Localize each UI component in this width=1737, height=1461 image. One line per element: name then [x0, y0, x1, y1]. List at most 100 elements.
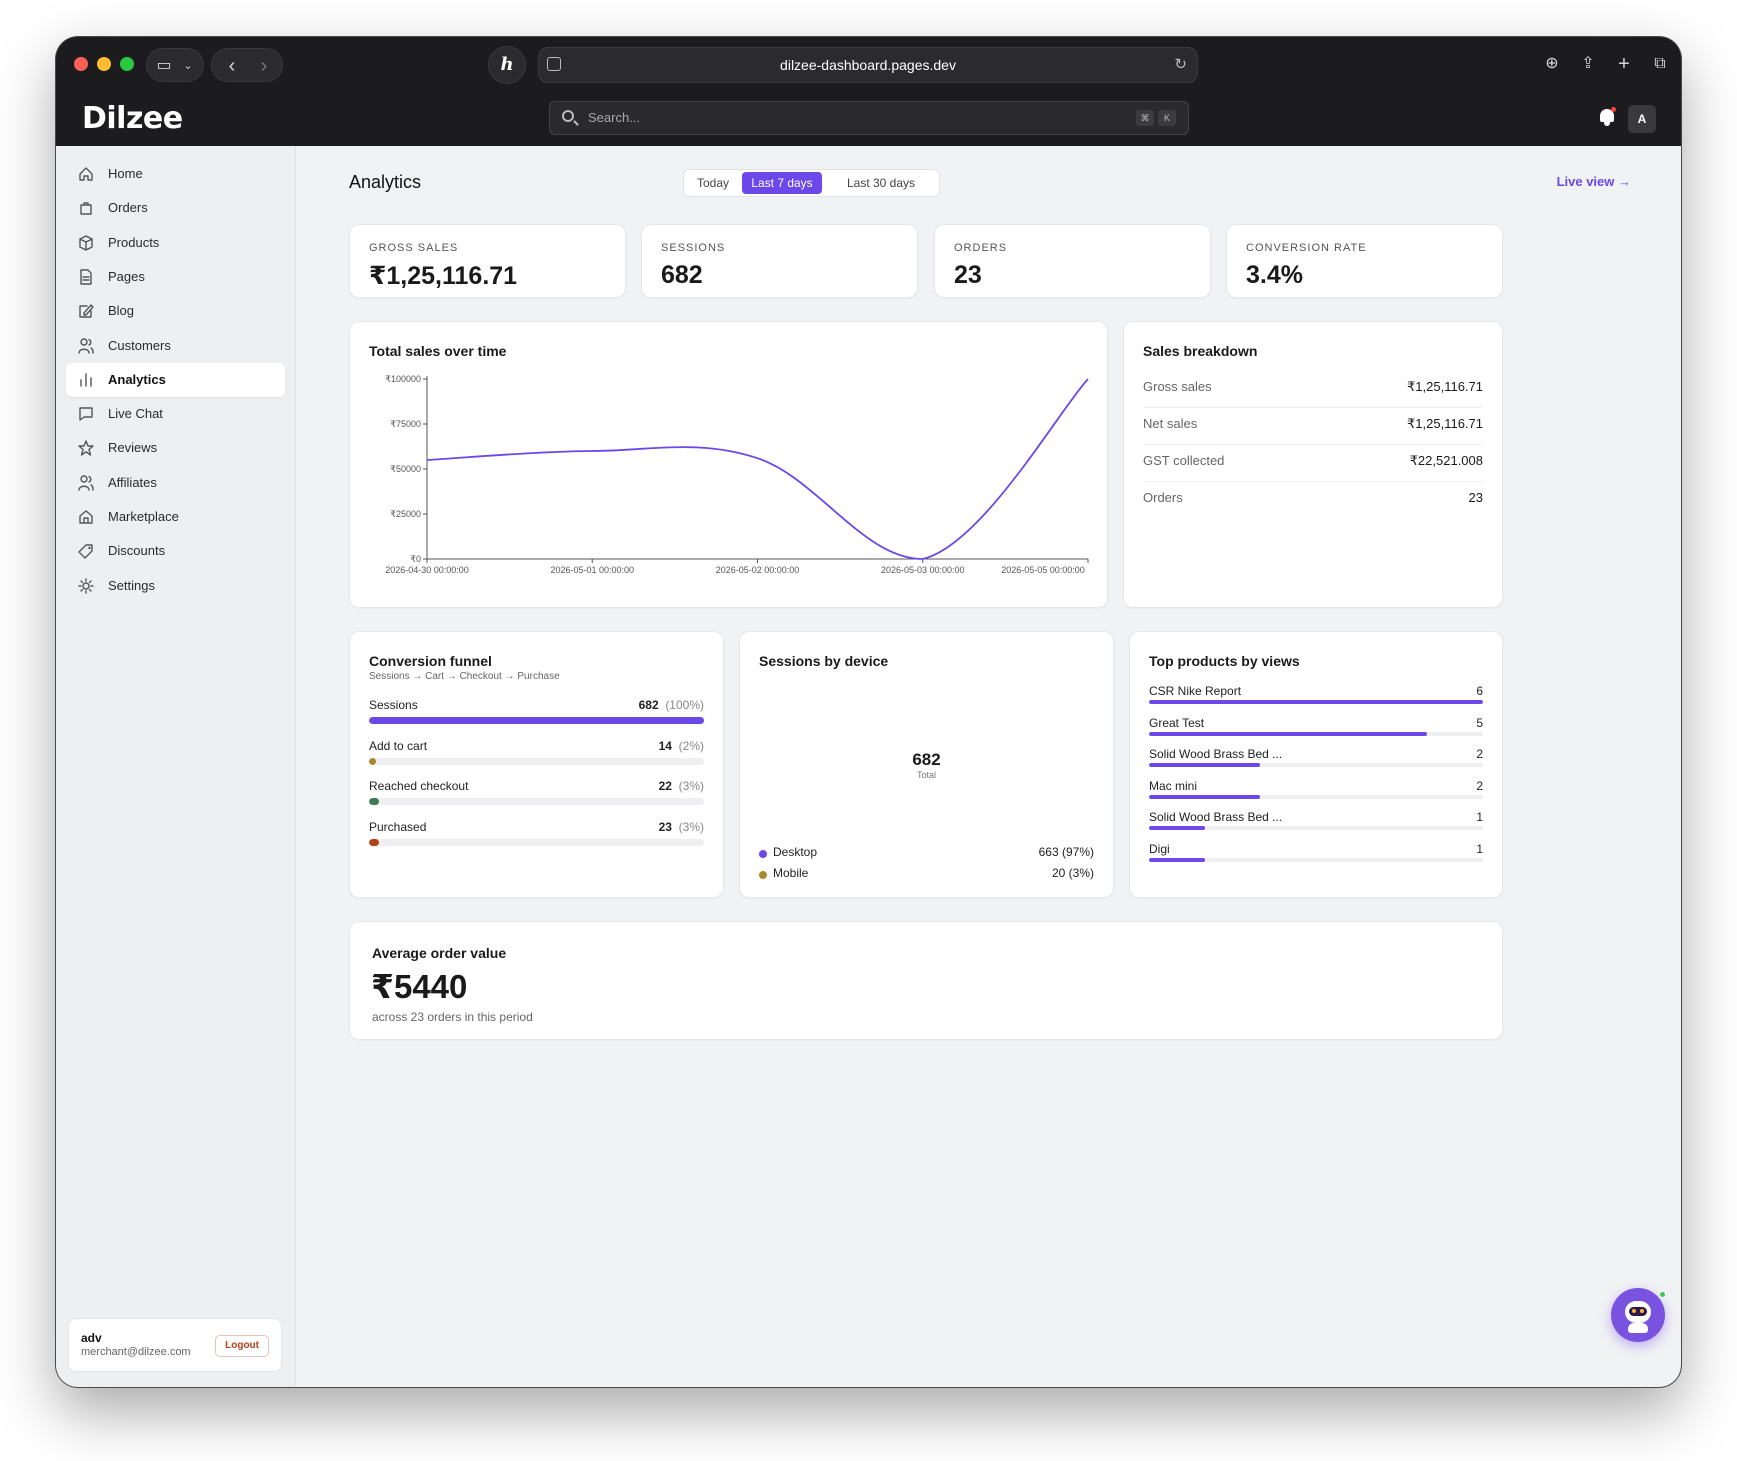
range-last-30-days-button[interactable]: Last 30 days: [846, 176, 916, 190]
funnel-step-percent: (3%): [678, 820, 704, 835]
share-icon[interactable]: ⇪: [1581, 55, 1595, 72]
box-icon: [79, 234, 93, 251]
product-name: Great Test: [1149, 715, 1205, 730]
sidebar-item-customers[interactable]: Customers: [66, 329, 285, 363]
download-icon[interactable]: ⊕: [1545, 55, 1559, 72]
device-value: 20 (3%): [1051, 866, 1094, 880]
product-views: 2: [1476, 778, 1483, 793]
reload-icon[interactable]: ↻: [1174, 56, 1187, 73]
product-row[interactable]: Great Test 5: [1149, 716, 1483, 746]
sessions-by-device-card: Sessions by device 682 Total Desktop 663 …: [739, 631, 1114, 898]
product-name: Solid Wood Brass Bed ...: [1149, 810, 1283, 825]
funnel-step-label: Add to cart: [369, 738, 428, 753]
sidebar-item-affiliates[interactable]: Affiliates: [66, 466, 285, 500]
breakdown-row: GST collected ₹22,521.008: [1143, 441, 1483, 482]
y-tick-label: ₹100000: [385, 374, 421, 384]
kpi-value: 23: [954, 261, 982, 289]
funnel-progress-fill: [369, 757, 376, 765]
sidebar-item-discounts[interactable]: Discounts: [66, 534, 285, 568]
live-view-link[interactable]: Live view →: [1556, 174, 1631, 189]
close-window-button[interactable]: [74, 57, 88, 71]
product-views: 2: [1476, 747, 1483, 762]
product-row[interactable]: Mac mini 2: [1149, 779, 1483, 809]
legend-dot: [759, 850, 767, 858]
forward-icon[interactable]: ›: [260, 55, 268, 77]
top-products-title: Top products by views: [1149, 653, 1300, 669]
sidebar-toggle-button[interactable]: ▭ ⌄: [146, 48, 204, 82]
kpi-label: ORDERS: [954, 242, 1008, 254]
kpi-card-orders: ORDERS 23: [934, 224, 1211, 298]
store-icon: [79, 510, 93, 524]
product-views: 5: [1476, 715, 1483, 730]
bell-icon[interactable]: [1599, 107, 1616, 127]
aov-value: ₹5440: [371, 968, 468, 1005]
product-bar-track: [1149, 858, 1483, 862]
page-settings-icon[interactable]: [547, 57, 561, 71]
kpi-value: 682: [661, 261, 703, 289]
range-today-button[interactable]: Today: [696, 176, 730, 190]
minimize-window-button[interactable]: [97, 57, 111, 71]
users-icon: [78, 337, 94, 354]
sidebar-item-products[interactable]: Products: [66, 226, 285, 260]
breakdown-label: GST collected: [1143, 453, 1225, 468]
breakdown-label: Orders: [1143, 490, 1183, 505]
sidebar-item-analytics[interactable]: Analytics: [66, 362, 285, 397]
device-row: Mobile 20 (3%): [759, 866, 1094, 886]
logo[interactable]: Dilzee: [82, 101, 183, 136]
product-bar-track: [1149, 763, 1483, 768]
main-content: Analytics Today Last 7 days Last 30 days…: [296, 146, 1681, 1387]
search-icon: [562, 110, 574, 122]
average-order-value-card: Average order value ₹5440 across 23 orde…: [349, 921, 1503, 1040]
product-bar-track: [1149, 700, 1483, 704]
funnel-progress-fill: [369, 717, 704, 724]
product-row[interactable]: Solid Wood Brass Bed ... 1: [1149, 810, 1483, 840]
chevron-down-icon: ⌄: [183, 60, 193, 72]
shortcut-key-k: K: [1158, 110, 1176, 126]
sidebar-item-pages[interactable]: Pages: [66, 260, 285, 294]
devices-total-label: Total: [916, 770, 936, 780]
search-input[interactable]: Search... ⌘ K: [549, 101, 1189, 135]
product-row[interactable]: Digi 1: [1149, 842, 1483, 872]
sidebar-item-blog[interactable]: Blog: [66, 294, 285, 328]
product-row[interactable]: Solid Wood Brass Bed ... 2: [1149, 747, 1483, 777]
online-status-dot: [1659, 1291, 1666, 1298]
funnel-step-value: 682 (100%): [639, 698, 704, 712]
zoom-window-button[interactable]: [120, 57, 134, 71]
sidebar-item-live-chat[interactable]: Live Chat: [66, 397, 285, 431]
chat-assistant-button[interactable]: [1611, 1288, 1666, 1342]
funnel-step: Add to cart 14 (2%): [369, 739, 704, 779]
product-views: 6: [1476, 684, 1483, 698]
funnel-step: Purchased 23 (3%): [369, 820, 704, 860]
extension-icon[interactable]: h: [488, 46, 526, 84]
user-card: adv merchant@dilzee.com Logout: [68, 1318, 282, 1372]
funnel-progress-fill: [369, 839, 380, 847]
tabs-overview-icon[interactable]: ⧉: [1654, 55, 1666, 72]
url-text: dilzee-dashboard.pages.dev: [780, 57, 956, 73]
logout-button[interactable]: Logout: [215, 1335, 269, 1357]
product-row[interactable]: CSR Nike Report 6: [1149, 684, 1483, 714]
total-sales-chart-card: Total sales over time ₹100000 ₹75000 ₹5000…: [349, 321, 1108, 608]
breakdown-row: Net sales ₹1,25,116.71: [1143, 404, 1483, 445]
range-last-7-days-button[interactable]: Last 7 days: [742, 172, 822, 194]
home-icon: [79, 167, 93, 181]
sidebar-item-settings[interactable]: Settings: [66, 569, 285, 603]
sidebar-item-home[interactable]: Home: [66, 157, 285, 191]
sidebar-item-marketplace[interactable]: Marketplace: [66, 500, 285, 534]
x-tick-label: 2026-05-05 00:00:00: [1001, 565, 1085, 575]
back-icon[interactable]: ‹: [228, 55, 236, 77]
sidebar-item-label: Discounts: [108, 543, 166, 559]
funnel-progress-fill: [369, 798, 380, 806]
device-row: Desktop 663 (97%): [759, 845, 1094, 865]
sidebar-item-orders[interactable]: Orders: [66, 191, 285, 225]
y-tick-label: ₹0: [410, 554, 421, 564]
device-label: Desktop: [773, 845, 818, 859]
address-bar[interactable]: dilzee-dashboard.pages.dev ↻: [538, 47, 1198, 83]
sidebar-item-label: Home: [108, 166, 143, 181]
sidebar-item-reviews[interactable]: Reviews: [66, 431, 285, 465]
avatar[interactable]: A: [1628, 105, 1656, 133]
breakdown-value: ₹1,25,116.71: [1407, 379, 1483, 394]
conversion-funnel-card: Conversion funnel Sessions → Cart → Chec…: [349, 631, 724, 898]
product-bar-fill: [1149, 731, 1428, 736]
new-tab-icon[interactable]: +: [1618, 53, 1630, 75]
funnel-step-count: 682: [638, 698, 659, 712]
